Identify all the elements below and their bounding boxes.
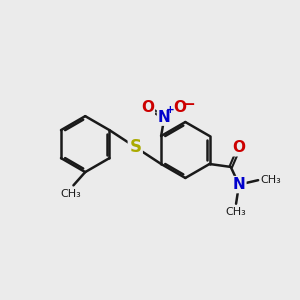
Text: N: N: [158, 110, 171, 125]
Text: O: O: [232, 140, 245, 155]
Text: CH₃: CH₃: [226, 207, 246, 217]
Text: CH₃: CH₃: [61, 189, 82, 199]
Text: O: O: [141, 100, 154, 115]
Text: +: +: [166, 105, 175, 115]
Text: CH₃: CH₃: [260, 175, 281, 184]
Text: S: S: [129, 138, 141, 156]
Text: O: O: [173, 100, 186, 115]
Text: N: N: [232, 177, 245, 192]
Text: −: −: [182, 97, 195, 112]
